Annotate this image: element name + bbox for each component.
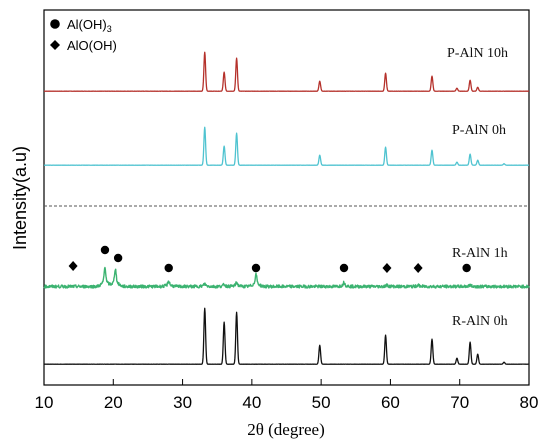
legend: Al(OH)3 AlO(OH)	[50, 17, 117, 53]
plot-frame	[43, 9, 530, 386]
series-labels: P-AlN 10h P-AlN 0h R-AlN 1h R-AlN 0h	[447, 46, 508, 329]
series-label-1: P-AlN 0h	[452, 123, 506, 138]
x-tick-label-0: 10	[35, 393, 54, 412]
x-tick-label-1: 20	[104, 393, 123, 412]
marker-circle-1	[100, 245, 110, 255]
marker-diamond-0	[68, 261, 78, 271]
series-line-1	[43, 126, 530, 166]
marker-circle-8	[462, 263, 471, 273]
series-line-0	[43, 51, 530, 92]
x-axis-label: 2θ (degree)	[247, 420, 325, 439]
phase-markers	[68, 245, 471, 273]
legend-diamond-icon	[50, 40, 60, 50]
x-tick-label-3: 40	[242, 393, 261, 412]
series-label-2: R-AlN 1h	[452, 246, 508, 261]
x-tick-label-5: 60	[381, 393, 400, 412]
x-tick-label-2: 30	[173, 393, 192, 412]
marker-diamond-6	[382, 263, 392, 273]
y-axis-label: Intensity(a.u)	[10, 146, 30, 250]
legend-label-alooh: AlO(OH)	[67, 38, 117, 53]
x-tick-label-6: 70	[450, 393, 469, 412]
series-line-3	[43, 307, 530, 365]
marker-circle-2	[113, 253, 123, 263]
x-tick-label-7: 80	[520, 393, 539, 412]
legend-label-aloh3: Al(OH)3	[67, 17, 112, 34]
series-line-2	[43, 266, 530, 289]
series-label-3: R-AlN 0h	[452, 314, 508, 329]
x-tick-label-4: 50	[312, 393, 331, 412]
marker-circle-4	[251, 263, 261, 273]
series-label-0: P-AlN 10h	[447, 46, 508, 61]
marker-diamond-7	[413, 263, 423, 273]
legend-circle-icon	[50, 19, 60, 29]
series-curves	[43, 51, 530, 365]
marker-circle-3	[164, 263, 173, 273]
x-axis-ticks: 10 20 30 40 50 60 70 80	[35, 379, 539, 412]
marker-circle-5	[339, 263, 349, 273]
